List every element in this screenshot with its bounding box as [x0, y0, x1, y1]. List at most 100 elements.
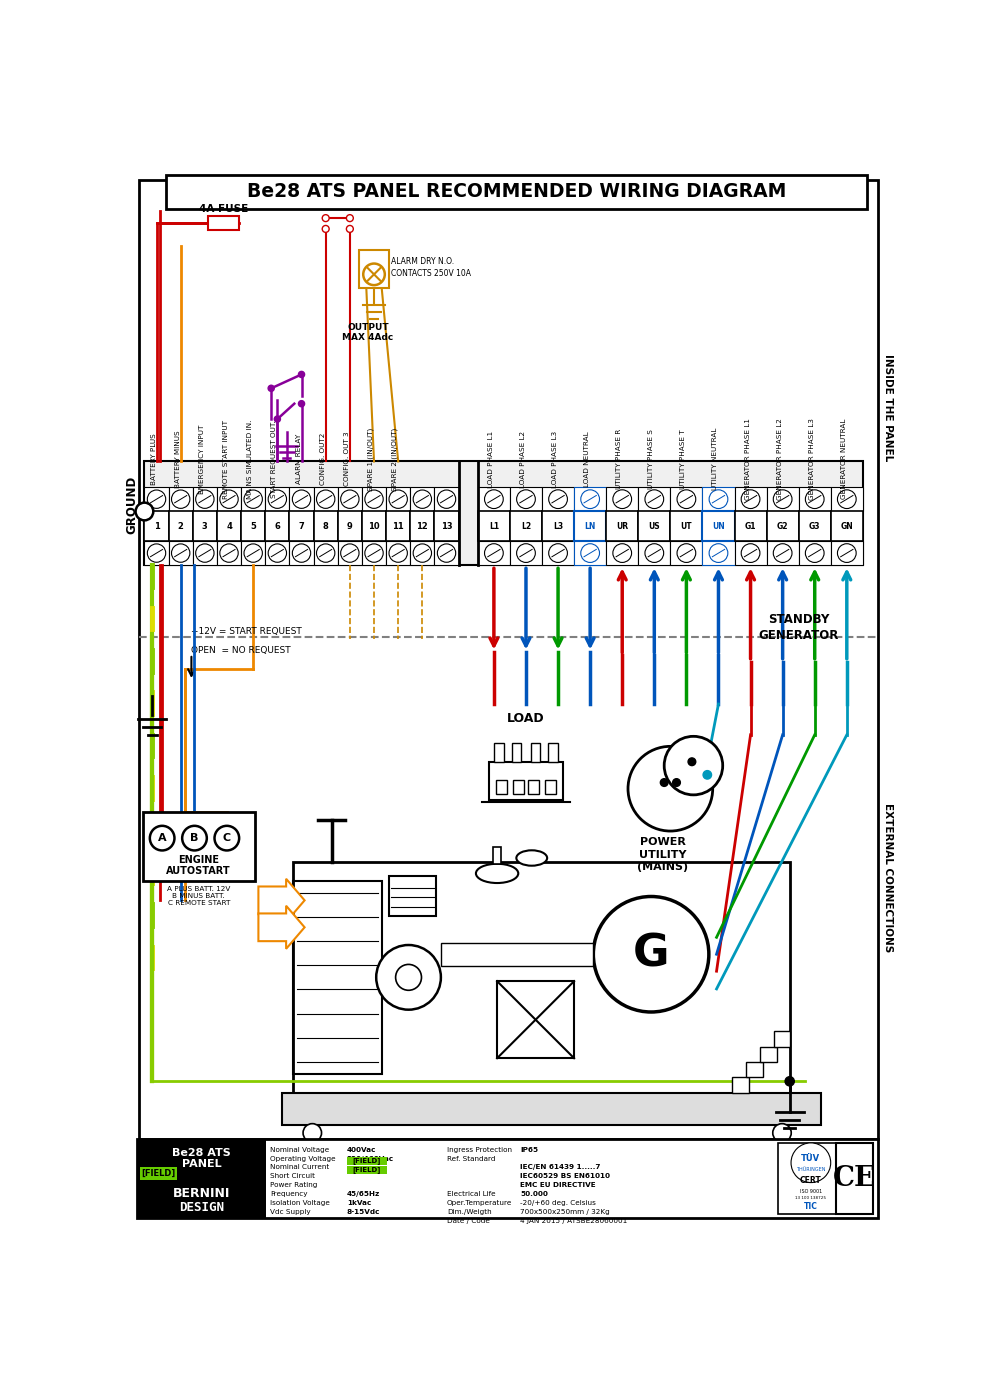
Text: 12: 12: [416, 521, 428, 531]
Text: CE: CE: [833, 1165, 876, 1192]
Ellipse shape: [516, 850, 547, 866]
Bar: [574, 487, 606, 512]
Text: G1: G1: [745, 521, 756, 531]
Text: Date / Code: Date / Code: [447, 1218, 490, 1224]
Text: A PLUS BATT. 12V
B MINUS BATT.
C REMOTE START: A PLUS BATT. 12V B MINUS BATT. C REMOTE …: [167, 886, 230, 906]
Circle shape: [172, 544, 190, 562]
Text: INSIDE THE PANEL: INSIDE THE PANEL: [883, 353, 893, 461]
Bar: [410, 540, 434, 565]
Circle shape: [268, 385, 274, 392]
Text: THÜRINGEN: THÜRINGEN: [796, 1166, 826, 1172]
Circle shape: [437, 490, 456, 509]
Circle shape: [581, 490, 600, 509]
Text: LOAD PHASE L3: LOAD PHASE L3: [552, 430, 558, 488]
Circle shape: [389, 544, 407, 562]
Text: TIC: TIC: [804, 1202, 818, 1211]
Bar: [338, 540, 362, 565]
Bar: [217, 512, 241, 540]
Bar: [528, 780, 539, 795]
Circle shape: [664, 737, 723, 795]
Text: UN: UN: [712, 521, 725, 531]
Bar: [494, 742, 504, 762]
Text: GENERATOR PHASE L2: GENERATOR PHASE L2: [777, 418, 783, 500]
Circle shape: [549, 490, 567, 509]
Text: Power Rating: Power Rating: [270, 1182, 317, 1188]
Bar: [143, 811, 255, 881]
Text: BATTERY MINUS: BATTERY MINUS: [175, 430, 181, 488]
Bar: [241, 487, 265, 512]
Polygon shape: [258, 879, 305, 921]
Bar: [410, 512, 434, 540]
Text: ALARM RELAY: ALARM RELAY: [296, 434, 302, 484]
Circle shape: [485, 543, 503, 562]
Circle shape: [645, 543, 664, 562]
Text: 4 JAN 2015 / ATSBE28060001: 4 JAN 2015 / ATSBE28060001: [520, 1218, 627, 1224]
Bar: [767, 512, 799, 540]
Text: POWER
UTILITY
(MAINS): POWER UTILITY (MAINS): [637, 837, 688, 872]
Bar: [531, 742, 540, 762]
Text: UTILITY NEUTRAL: UTILITY NEUTRAL: [712, 428, 718, 491]
Text: LOAD PHASE L2: LOAD PHASE L2: [520, 430, 526, 488]
Text: 330/460Vac: 330/460Vac: [347, 1155, 394, 1162]
Text: MAINS SIMULATED IN.: MAINS SIMULATED IN.: [247, 419, 253, 499]
Bar: [760, 1046, 777, 1062]
Text: Vdc Supply: Vdc Supply: [270, 1209, 311, 1214]
Bar: [574, 540, 606, 565]
Bar: [702, 540, 735, 565]
Circle shape: [613, 543, 632, 562]
Circle shape: [341, 490, 359, 509]
Bar: [166, 175, 867, 209]
Bar: [265, 487, 289, 512]
Bar: [434, 540, 459, 565]
Text: UTILITY PHASE R: UTILITY PHASE R: [616, 429, 622, 490]
Text: LOAD: LOAD: [507, 712, 545, 725]
Circle shape: [613, 490, 632, 509]
Text: Dim./Weigth: Dim./Weigth: [447, 1209, 492, 1214]
Text: 8-15Vdc: 8-15Vdc: [347, 1209, 380, 1214]
Circle shape: [244, 544, 262, 562]
Bar: [289, 487, 314, 512]
Bar: [386, 540, 410, 565]
Text: Short Circuit: Short Circuit: [270, 1173, 315, 1180]
Circle shape: [628, 747, 713, 830]
Circle shape: [645, 490, 664, 509]
Circle shape: [660, 778, 668, 786]
Text: 4A FUSE: 4A FUSE: [199, 204, 248, 213]
Text: Oper.Temperature: Oper.Temperature: [447, 1200, 512, 1206]
Text: OPEN  = NO REQUEST: OPEN = NO REQUEST: [191, 646, 291, 656]
Circle shape: [581, 543, 600, 562]
Circle shape: [709, 543, 728, 562]
Text: STANDBY
GENERATOR: STANDBY GENERATOR: [758, 613, 839, 642]
Text: 1: 1: [154, 521, 159, 531]
Text: Nominal Voltage: Nominal Voltage: [270, 1147, 329, 1152]
Text: 8: 8: [323, 521, 329, 531]
Bar: [493, 847, 501, 864]
Circle shape: [413, 544, 432, 562]
Bar: [362, 540, 386, 565]
Text: UT: UT: [681, 521, 692, 531]
Circle shape: [805, 543, 824, 562]
Text: Be28 ATS: Be28 ATS: [172, 1148, 231, 1158]
Bar: [169, 540, 193, 565]
Bar: [338, 487, 362, 512]
Circle shape: [220, 490, 238, 509]
Text: Isolation Voltage: Isolation Voltage: [270, 1200, 330, 1206]
Circle shape: [549, 543, 567, 562]
Bar: [314, 512, 338, 540]
Text: +12V = START REQUEST: +12V = START REQUEST: [191, 627, 302, 637]
Circle shape: [147, 490, 166, 509]
Text: 13 100 138725: 13 100 138725: [795, 1196, 826, 1200]
Bar: [545, 780, 556, 795]
Circle shape: [709, 490, 728, 509]
Circle shape: [365, 490, 383, 509]
Bar: [606, 487, 638, 512]
Circle shape: [274, 417, 280, 422]
Bar: [478, 512, 510, 540]
Text: BATTERY PLUS: BATTERY PLUS: [151, 433, 157, 485]
Bar: [314, 487, 338, 512]
Text: REMOTE START INPUT: REMOTE START INPUT: [223, 419, 229, 499]
Circle shape: [593, 896, 709, 1012]
Bar: [670, 540, 702, 565]
Bar: [359, 250, 389, 289]
Circle shape: [785, 1077, 794, 1086]
